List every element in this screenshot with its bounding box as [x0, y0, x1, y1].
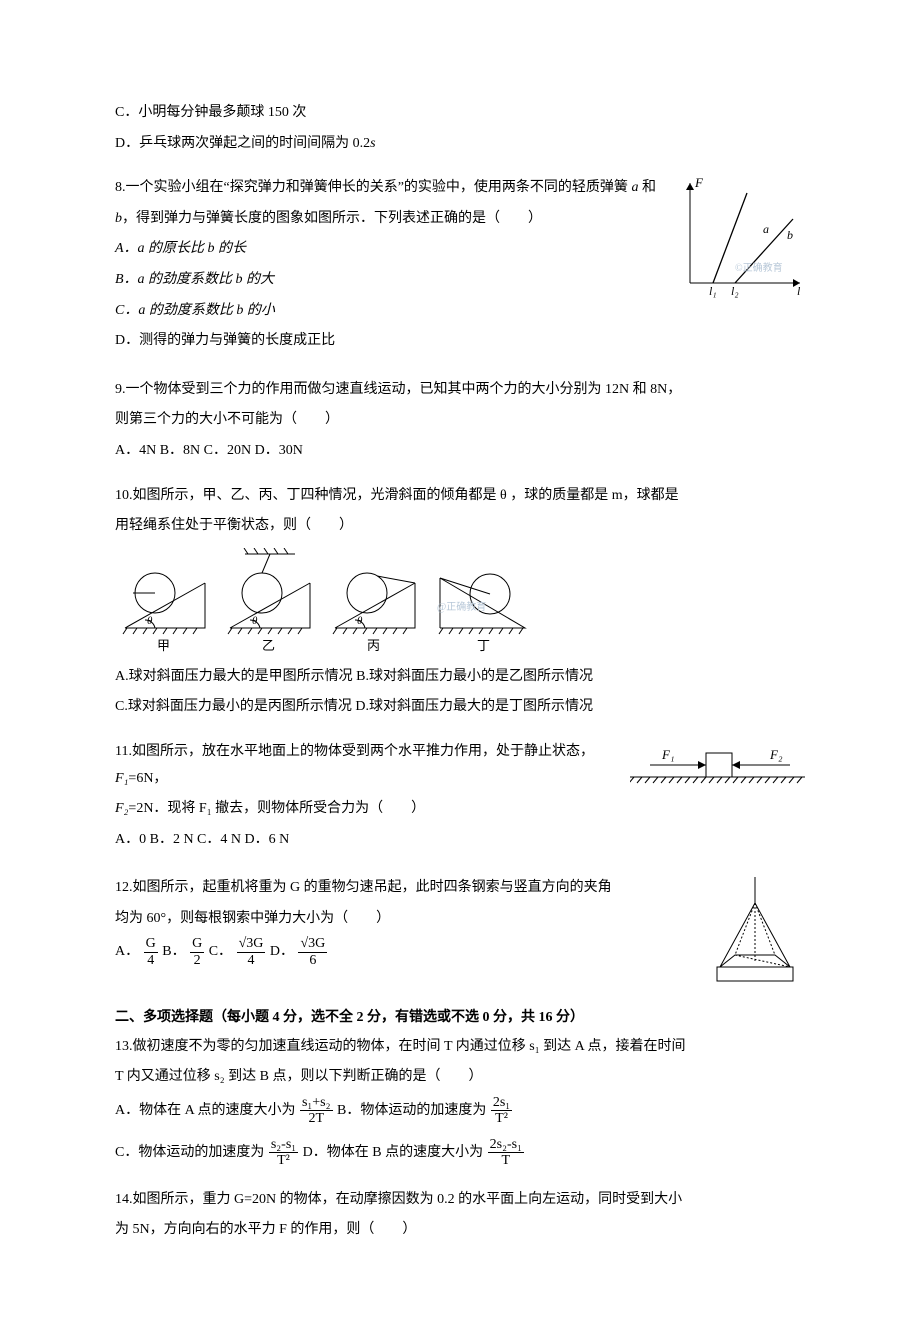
- q12-lc: C．: [209, 945, 232, 960]
- q11-s1a: 11.如图所示，放在水平地面上的物体受到两个水平推力作用，处于静止状态，: [115, 744, 594, 759]
- q13-d-pre: D．物体在 B 点的速度大小为: [303, 1145, 483, 1160]
- q14-stem-1: 14.如图所示，重力 G=20N 的物体，在动摩擦因数为 0.2 的水平面上向左…: [115, 1187, 805, 1214]
- q11-stem-2: F₂=2N．现将 F₁ 撤去，则物体所受合力为（ ）: [115, 796, 805, 823]
- q13-stem-1: 13.做初速度不为零的匀加速直线运动的物体，在时间 T 内通过位移 s₁ 到达 …: [115, 1034, 805, 1061]
- q13-b-den: T²: [491, 1111, 512, 1126]
- q9-stem-1: 9.一个物体受到三个力的作用而做匀速直线运动，已知其中两个力的大小分别为 12N…: [115, 377, 805, 404]
- q12-d-num: √3G: [298, 936, 327, 952]
- svg-text:©正确教育: ©正确教育: [735, 261, 783, 274]
- q11-diagram: F₁ F₂: [630, 745, 805, 793]
- q12-a-num: G: [144, 936, 158, 952]
- q13-a-den: 2T: [300, 1111, 333, 1126]
- svg-text:@正确教育: @正确教育: [437, 600, 486, 613]
- q10-opts-cd: C.球对斜面压力最小的是丙图所示情况 D.球对斜面压力最大的是丁图所示情况: [115, 694, 805, 721]
- q7-opt-c: C．小明每分钟最多颠球 150 次: [115, 100, 805, 127]
- q12-lb: B．: [162, 945, 185, 960]
- svg-text:θ: θ: [252, 615, 258, 627]
- q13-b-pre: B．物体运动的加速度为: [337, 1103, 486, 1118]
- q13-a-pre: A．物体在 A 点的速度大小为: [115, 1103, 295, 1118]
- svg-text:θ: θ: [357, 615, 363, 627]
- q13-c-pre: C．物体运动的加速度为: [115, 1145, 264, 1160]
- q8-stem-1a: 8.一个实验小组在“探究弹力和弹簧伸长的关系”的实验中，使用两条不同的轻质弹簧: [115, 180, 631, 195]
- q11-f1: F₁: [115, 771, 128, 786]
- q11-s1b: =6N，: [128, 771, 167, 786]
- q8-opt-d: D．测得的弹力与弹簧的长度成正比: [115, 328, 805, 355]
- q13-d-den: T: [488, 1153, 524, 1168]
- q13-stem-2: T 内又通过位移 s₂ 到达 B 点，则以下判断正确的是（ ）: [115, 1064, 805, 1091]
- svg-text:l₁: l₁: [709, 284, 717, 298]
- q13-opts-cd: C．物体运动的加速度为 s₂-s₁T² D．物体在 B 点的速度大小为 2s₂-…: [115, 1137, 805, 1169]
- q8-stem-1b: 和: [638, 180, 656, 195]
- svg-text:乙: 乙: [262, 638, 275, 653]
- q12-stem-2: 均为 60°，则每根钢索中弹力大小为（ ）: [115, 906, 805, 933]
- q13-c-den: T²: [269, 1153, 298, 1168]
- q12-b-num: G: [190, 936, 204, 952]
- q9-opts: A．4N B．8N C．20N D．30N: [115, 438, 805, 465]
- q12-la: A．: [115, 945, 139, 960]
- svg-text:丙: 丙: [367, 638, 380, 653]
- q13-a-num: s₁+s₂: [300, 1095, 333, 1111]
- question-11: F₁ F₂ 11.如图所示，放在水平地面上的物体受到两个水平推力作用，处于静止状…: [115, 739, 805, 857]
- q10-diagram: θ 甲 θ: [115, 548, 805, 658]
- q7-opt-d-text: D．乒乓球两次弹起之间的时间间隔为 0.2: [115, 136, 370, 151]
- q12-c-num: √3G: [237, 936, 266, 952]
- q10-stem-2: 用轻绳系住处于平衡状态，则（ ）: [115, 513, 805, 540]
- question-7-tail: C．小明每分钟最多颠球 150 次 D．乒乓球两次弹起之间的时间间隔为 0.2s: [115, 100, 805, 157]
- question-14: 14.如图所示，重力 G=20N 的物体，在动摩擦因数为 0.2 的水平面上向左…: [115, 1187, 805, 1244]
- q11-opts: A．0 B．2 N C．4 N D．6 N: [115, 827, 805, 854]
- q11-s2a: =2N．现将 F₁ 撤去，则物体所受合力为（ ）: [128, 801, 425, 816]
- q9-stem-2: 则第三个力的大小不可能为（ ）: [115, 407, 805, 434]
- svg-text:丁: 丁: [477, 638, 490, 653]
- q9-opts-text: A．4N B．8N C．20N D．30N: [115, 443, 303, 458]
- svg-text:l: l: [797, 284, 801, 298]
- svg-text:甲: 甲: [157, 638, 170, 653]
- q12-ld: D．: [270, 945, 294, 960]
- q12-diagram: [705, 875, 805, 987]
- q13-b-num: 2s₁: [491, 1095, 512, 1111]
- q12-d-den: 6: [298, 953, 327, 968]
- q7-opt-d-unit: s: [370, 136, 375, 151]
- question-9: 9.一个物体受到三个力的作用而做匀速直线运动，已知其中两个力的大小分别为 12N…: [115, 377, 805, 465]
- q12-stem-1: 12.如图所示，起重机将重为 G 的重物匀速吊起，此时四条钢索与竖直方向的夹角: [115, 875, 805, 902]
- q8-b: b: [115, 211, 122, 226]
- q12-opts: A． G4 B． G2 C． √3G4 D． √3G6: [115, 936, 805, 968]
- question-8: F a b l₁ l₂ l ©正确教育 8.一个实验小组在“探究弹力和弹簧伸长的…: [115, 175, 805, 359]
- svg-text:a: a: [763, 222, 769, 236]
- q13-opts-ab: A．物体在 A 点的速度大小为 s₁+s₂2T B．物体运动的加速度为 2s₁T…: [115, 1095, 805, 1127]
- q12-b-den: 2: [190, 953, 204, 968]
- q14-stem-2: 为 5N，方向向右的水平力 F 的作用，则（ ）: [115, 1217, 805, 1244]
- q8-stem-2a: ，得到弹力与弹簧长度的图象如图所示．下列表述正确的是（ ）: [122, 211, 542, 226]
- q7-opt-d: D．乒乓球两次弹起之间的时间间隔为 0.2s: [115, 131, 805, 158]
- svg-text:F: F: [694, 175, 704, 190]
- q8-graph: F a b l₁ l₂ l ©正确教育: [675, 175, 805, 300]
- q13-d-num: 2s₂-s₁: [488, 1137, 524, 1153]
- q11-f2: F₂: [115, 801, 128, 816]
- question-13: 13.做初速度不为零的匀加速直线运动的物体，在时间 T 内通过位移 s₁ 到达 …: [115, 1034, 805, 1169]
- q13-c-num: s₂-s₁: [269, 1137, 298, 1153]
- q8-opt-c: C．a 的劲度系数比 b 的小: [115, 298, 805, 325]
- svg-text:θ: θ: [147, 615, 153, 627]
- question-10: 10.如图所示，甲、乙、丙、丁四种情况，光滑斜面的倾角都是 θ ，球的质量都是 …: [115, 483, 805, 721]
- svg-text:l₂: l₂: [731, 284, 739, 298]
- svg-text:F₂: F₂: [769, 747, 783, 762]
- question-12: 12.如图所示，起重机将重为 G 的重物匀速吊起，此时四条钢索与竖直方向的夹角 …: [115, 875, 805, 987]
- q12-c-den: 4: [237, 953, 266, 968]
- q10-opts-ab: A.球对斜面压力最大的是甲图所示情况 B.球对斜面压力最小的是乙图所示情况: [115, 664, 805, 691]
- q10-stem-1: 10.如图所示，甲、乙、丙、丁四种情况，光滑斜面的倾角都是 θ ，球的质量都是 …: [115, 483, 805, 510]
- q12-a-den: 4: [144, 953, 158, 968]
- section-2-title: 二、多项选择题（每小题 4 分，选不全 2 分，有错选或不选 0 分，共 16 …: [115, 1005, 805, 1032]
- svg-text:b: b: [787, 228, 793, 242]
- svg-text:F₁: F₁: [661, 747, 674, 762]
